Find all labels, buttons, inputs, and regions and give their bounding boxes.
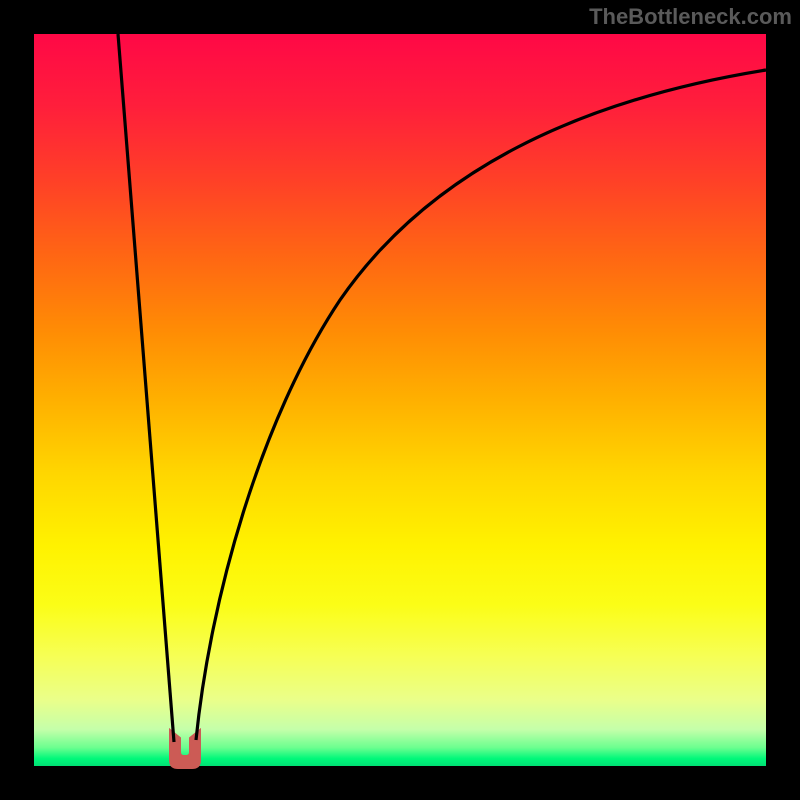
plot-background bbox=[34, 34, 766, 766]
chart-container: TheBottleneck.com bbox=[0, 0, 800, 800]
watermark-label: TheBottleneck.com bbox=[589, 4, 792, 30]
bottleneck-chart bbox=[0, 0, 800, 800]
